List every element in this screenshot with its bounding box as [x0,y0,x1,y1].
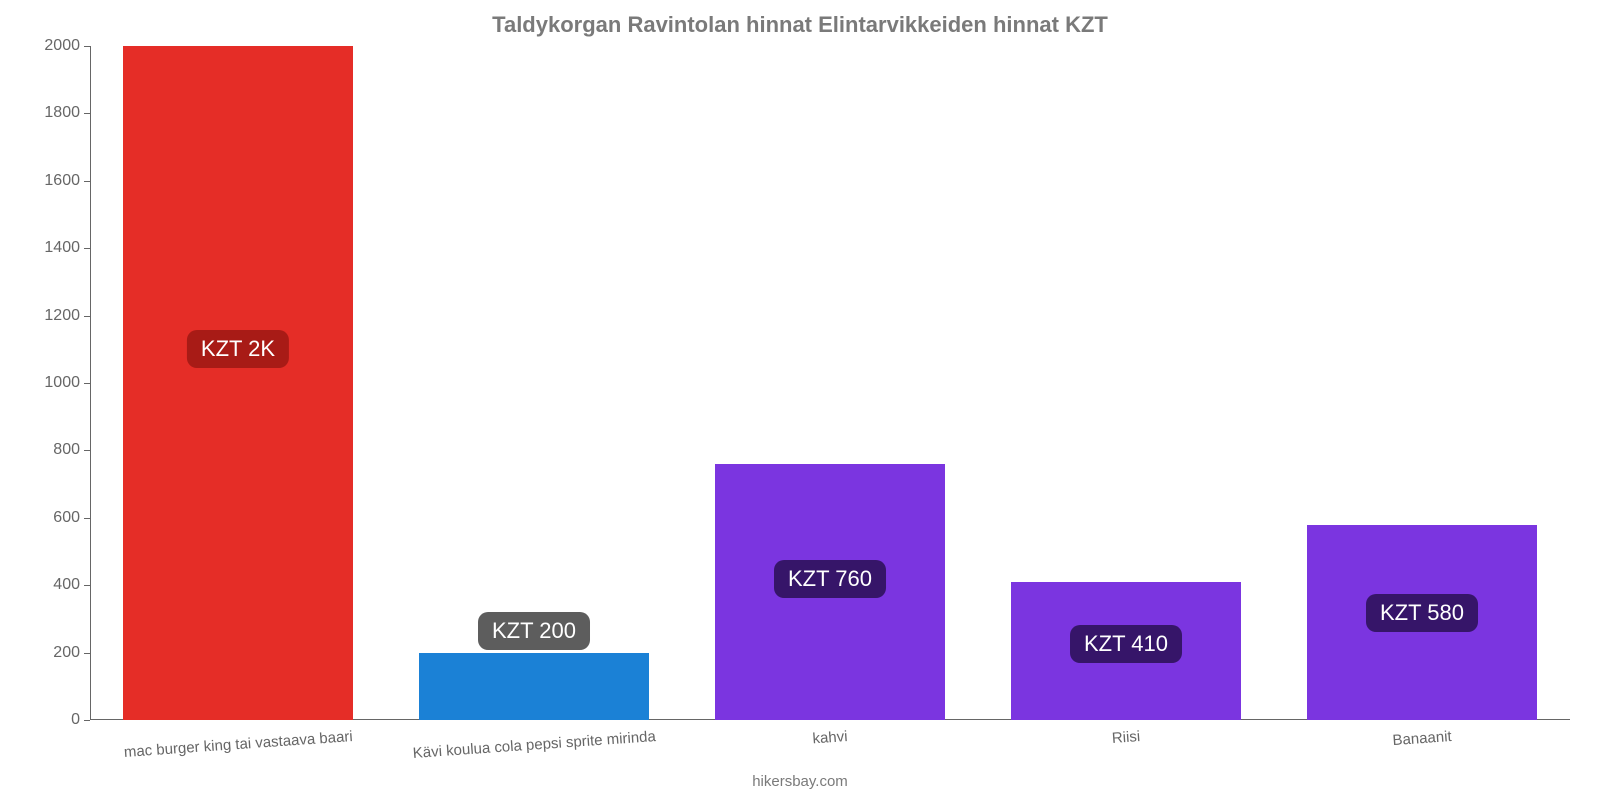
ytick-label: 200 [53,644,90,662]
ytick-label: 0 [71,711,90,729]
ytick-label: 1000 [44,374,90,392]
plot-area: 0200400600800100012001400160018002000KZT… [90,46,1570,720]
bar-value-label: KZT 2K [187,330,289,368]
ytick-label: 400 [53,576,90,594]
bar-value-label: KZT 580 [1366,594,1478,632]
ytick-label: 1200 [44,307,90,325]
xtick-label: kahvi [812,728,848,747]
attribution-text: hikersbay.com [0,773,1600,790]
bar [123,46,354,720]
ytick-label: 1400 [44,239,90,257]
ytick-label: 600 [53,509,90,527]
xtick-label: Banaanit [1392,728,1452,749]
xtick-label: mac burger king tai vastaava baari [123,728,353,761]
bar-value-label: KZT 200 [478,612,590,650]
ytick-label: 800 [53,441,90,459]
chart-title: Taldykorgan Ravintolan hinnat Elintarvik… [0,12,1600,38]
xtick-label: Riisi [1111,728,1140,747]
bar-value-label: KZT 410 [1070,625,1182,663]
bar [419,653,650,720]
chart-container: Taldykorgan Ravintolan hinnat Elintarvik… [0,0,1600,800]
ytick-label: 1600 [44,172,90,190]
ytick-label: 1800 [44,104,90,122]
ytick-label: 2000 [44,37,90,55]
y-axis [90,46,91,720]
xtick-label: Kävi koulua cola pepsi sprite mirinda [412,728,656,762]
bar-value-label: KZT 760 [774,560,886,598]
